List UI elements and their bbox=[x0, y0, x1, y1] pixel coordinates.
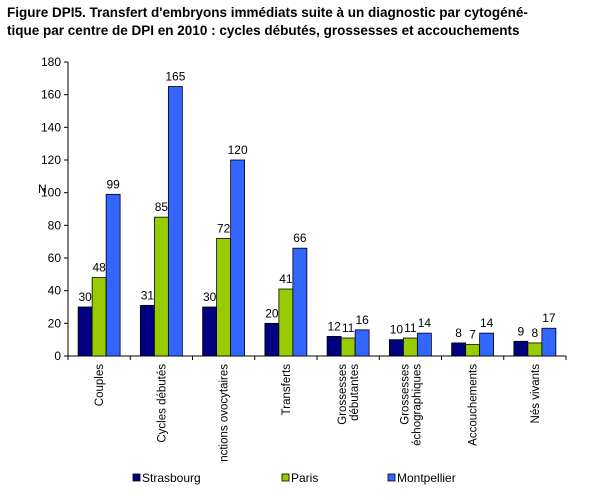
data-label: 41 bbox=[279, 272, 293, 286]
bar-paris-6 bbox=[465, 344, 481, 357]
legend-swatch-paris bbox=[281, 473, 290, 482]
category-label: Nés vivants bbox=[530, 364, 542, 424]
bar-montpellier-3 bbox=[292, 247, 308, 357]
bar-paris-5 bbox=[402, 337, 418, 357]
category-label: Accouchements bbox=[468, 364, 480, 446]
bar-strasbourg-4 bbox=[326, 335, 342, 357]
bar-strasbourg-3 bbox=[264, 322, 280, 357]
data-label: 30 bbox=[203, 290, 217, 304]
bar-paris-1 bbox=[153, 216, 169, 357]
bar-strasbourg-6 bbox=[451, 342, 467, 357]
data-label: 14 bbox=[480, 316, 494, 330]
data-label: 8 bbox=[532, 326, 539, 340]
category-label: Cycles débutés bbox=[156, 364, 168, 443]
data-label: 99 bbox=[106, 177, 120, 191]
data-label: 7 bbox=[469, 328, 476, 342]
data-label: 85 bbox=[155, 200, 169, 214]
bar-paris-2 bbox=[216, 237, 232, 357]
category-label-line: Accouchements bbox=[468, 364, 480, 446]
bar-paris-0 bbox=[91, 277, 107, 357]
bar-montpellier-1 bbox=[167, 86, 183, 357]
y-tick-label: 60 bbox=[48, 251, 62, 265]
bar-strasbourg-5 bbox=[388, 339, 404, 357]
y-tick-label: 40 bbox=[48, 284, 62, 298]
y-tick-label: 80 bbox=[48, 218, 62, 232]
x-axis bbox=[67, 355, 567, 360]
bar-strasbourg-1 bbox=[139, 304, 155, 357]
y-tick-label: 120 bbox=[41, 153, 61, 167]
y-tick-label: 140 bbox=[41, 120, 61, 134]
legend: Strasbourg Paris Montpellier bbox=[132, 471, 456, 485]
bar-montpellier-0 bbox=[105, 193, 121, 357]
legend-swatch-montpellier bbox=[387, 473, 396, 482]
data-label: 48 bbox=[92, 261, 106, 275]
bar-montpellier-7 bbox=[541, 327, 557, 357]
bar-montpellier-4 bbox=[354, 329, 370, 357]
category-label: Grossesseséchographiques bbox=[399, 364, 423, 446]
y-tick-label: 180 bbox=[41, 55, 61, 69]
bar-strasbourg-2 bbox=[202, 306, 218, 357]
data-label: 11 bbox=[342, 321, 355, 335]
chart-title-line-1: Figure DPI5. Transfert d'embryons immédi… bbox=[7, 5, 528, 20]
data-label: 31 bbox=[141, 288, 155, 302]
bars-group bbox=[77, 86, 557, 357]
category-label: Transferts bbox=[281, 364, 293, 416]
data-label: 30 bbox=[78, 290, 92, 304]
bar-strasbourg-7 bbox=[513, 340, 529, 357]
y-tick-label: 100 bbox=[41, 186, 61, 200]
bar-paris-4 bbox=[340, 337, 356, 357]
data-label: 17 bbox=[542, 311, 556, 325]
chart-title-line-2: tique par centre de DPI en 2010 : cycles… bbox=[7, 23, 520, 38]
category-label: Grossessesdébutantes bbox=[337, 364, 361, 425]
data-label: 165 bbox=[165, 70, 185, 84]
y-axis: 0 20 40 60 80 100 120 140 160 180 N bbox=[38, 55, 69, 363]
data-label: 8 bbox=[455, 326, 462, 340]
category-label-line: échographiques bbox=[411, 364, 423, 446]
y-tick-label: 160 bbox=[41, 88, 61, 102]
data-label: 120 bbox=[228, 143, 248, 157]
bar-montpellier-6 bbox=[479, 332, 495, 357]
data-label: 66 bbox=[293, 231, 307, 245]
category-label-line: nctions ovocytaires bbox=[219, 364, 231, 462]
data-label: 10 bbox=[390, 323, 404, 337]
category-labels-group: Couples Cycles débutés nctions ovocytaires… bbox=[94, 364, 542, 462]
bar-montpellier-5 bbox=[416, 332, 432, 357]
data-label: 20 bbox=[265, 306, 279, 320]
data-label: 11 bbox=[404, 321, 417, 335]
data-label: 12 bbox=[327, 319, 341, 333]
y-axis-title: N bbox=[38, 182, 47, 196]
y-tick-label: 20 bbox=[48, 316, 62, 330]
category-label: Couples bbox=[94, 364, 106, 406]
category-label-line: Grossesses bbox=[337, 364, 349, 425]
data-label: 16 bbox=[355, 313, 369, 327]
category-label-line: Cycles débutés bbox=[156, 364, 168, 443]
legend-swatch-strasbourg bbox=[132, 473, 141, 482]
category-label-line: Couples bbox=[94, 364, 106, 406]
data-label: 72 bbox=[217, 221, 231, 235]
data-label: 9 bbox=[518, 324, 525, 338]
legend-label-strasbourg: Strasbourg bbox=[142, 471, 201, 485]
category-label-line: Transferts bbox=[281, 364, 293, 416]
category-label-line: débutantes bbox=[349, 364, 361, 421]
y-tick-label: 0 bbox=[54, 349, 61, 363]
category-label-line: Grossesses bbox=[399, 364, 411, 425]
chart-title: Figure DPI5. Transfert d'embryons immédi… bbox=[7, 4, 587, 40]
data-label: 14 bbox=[418, 316, 432, 330]
category-label-line: Nés vivants bbox=[530, 364, 542, 424]
bar-strasbourg-0 bbox=[77, 306, 93, 357]
legend-label-paris: Paris bbox=[291, 471, 318, 485]
bar-paris-7 bbox=[527, 342, 543, 357]
bar-paris-3 bbox=[278, 288, 294, 357]
bar-montpellier-2 bbox=[230, 159, 246, 357]
category-label: nctions ovocytaires bbox=[219, 364, 231, 462]
legend-label-montpellier: Montpellier bbox=[397, 471, 456, 485]
